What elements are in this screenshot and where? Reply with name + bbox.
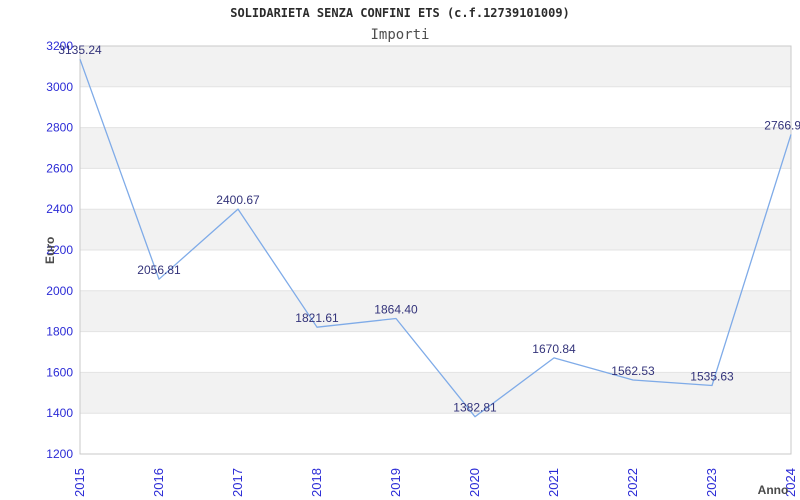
x-tick-label: 2019 [388, 468, 403, 497]
data-line [79, 58, 792, 418]
point-value-label: 1821.61 [295, 311, 339, 325]
chart-title: SOLIDARIETA SENZA CONFINI ETS (c.f.12739… [230, 6, 570, 20]
point-value-label: 2056.81 [137, 263, 181, 277]
plot-band [80, 127, 791, 169]
point-value-label: 1535.63 [690, 370, 734, 384]
point-value-label: 1670.84 [532, 342, 576, 356]
y-tick-label: 2400 [46, 202, 73, 216]
plot-area: 1200 1400 1600 1800 2000 2200 2400 2600 2800 3000… [46, 39, 800, 497]
y-tick-label: 2200 [46, 243, 73, 257]
x-tick-label: 2017 [230, 468, 245, 497]
y-tick-label: 3000 [46, 80, 73, 94]
y-tick-label: 2000 [46, 284, 73, 298]
y-tick-label: 1200 [46, 447, 73, 461]
point-value-label: 3135.24 [58, 43, 102, 57]
x-tick-label: 2020 [467, 468, 482, 497]
point-value-label: 2400.67 [216, 193, 260, 207]
x-axis-title: Anno [758, 483, 789, 497]
x-tick-label: 2015 [72, 468, 87, 497]
x-tick-label: 2018 [309, 468, 324, 497]
y-tick-label: 1600 [46, 365, 73, 379]
x-tick-label: 2022 [625, 468, 640, 497]
y-tick-label: 1400 [46, 406, 73, 420]
point-value-label: 1382.81 [453, 401, 497, 415]
y-tick-label: 2800 [46, 121, 73, 135]
y-axis-title: Euro [43, 237, 57, 264]
plot-band [80, 46, 791, 87]
plot-band [80, 209, 791, 250]
point-value-label: 2766.9 [764, 118, 800, 132]
x-tick-label: 2016 [151, 468, 166, 497]
point-value-label: 1562.53 [611, 364, 655, 378]
plot-border [79, 45, 792, 455]
plot-band [80, 372, 791, 414]
chart-subtitle: Importi [370, 27, 429, 43]
plot-band [80, 290, 791, 332]
x-tick-label: 2023 [704, 468, 719, 497]
y-tick-label: 1800 [46, 325, 73, 339]
x-tick-label: 2021 [546, 468, 561, 497]
y-tick-label: 2600 [46, 161, 73, 175]
point-value-label: 1864.40 [374, 303, 418, 317]
y-tick-label: 3200 [46, 39, 73, 53]
x-tick-label: 2024 [783, 468, 798, 497]
